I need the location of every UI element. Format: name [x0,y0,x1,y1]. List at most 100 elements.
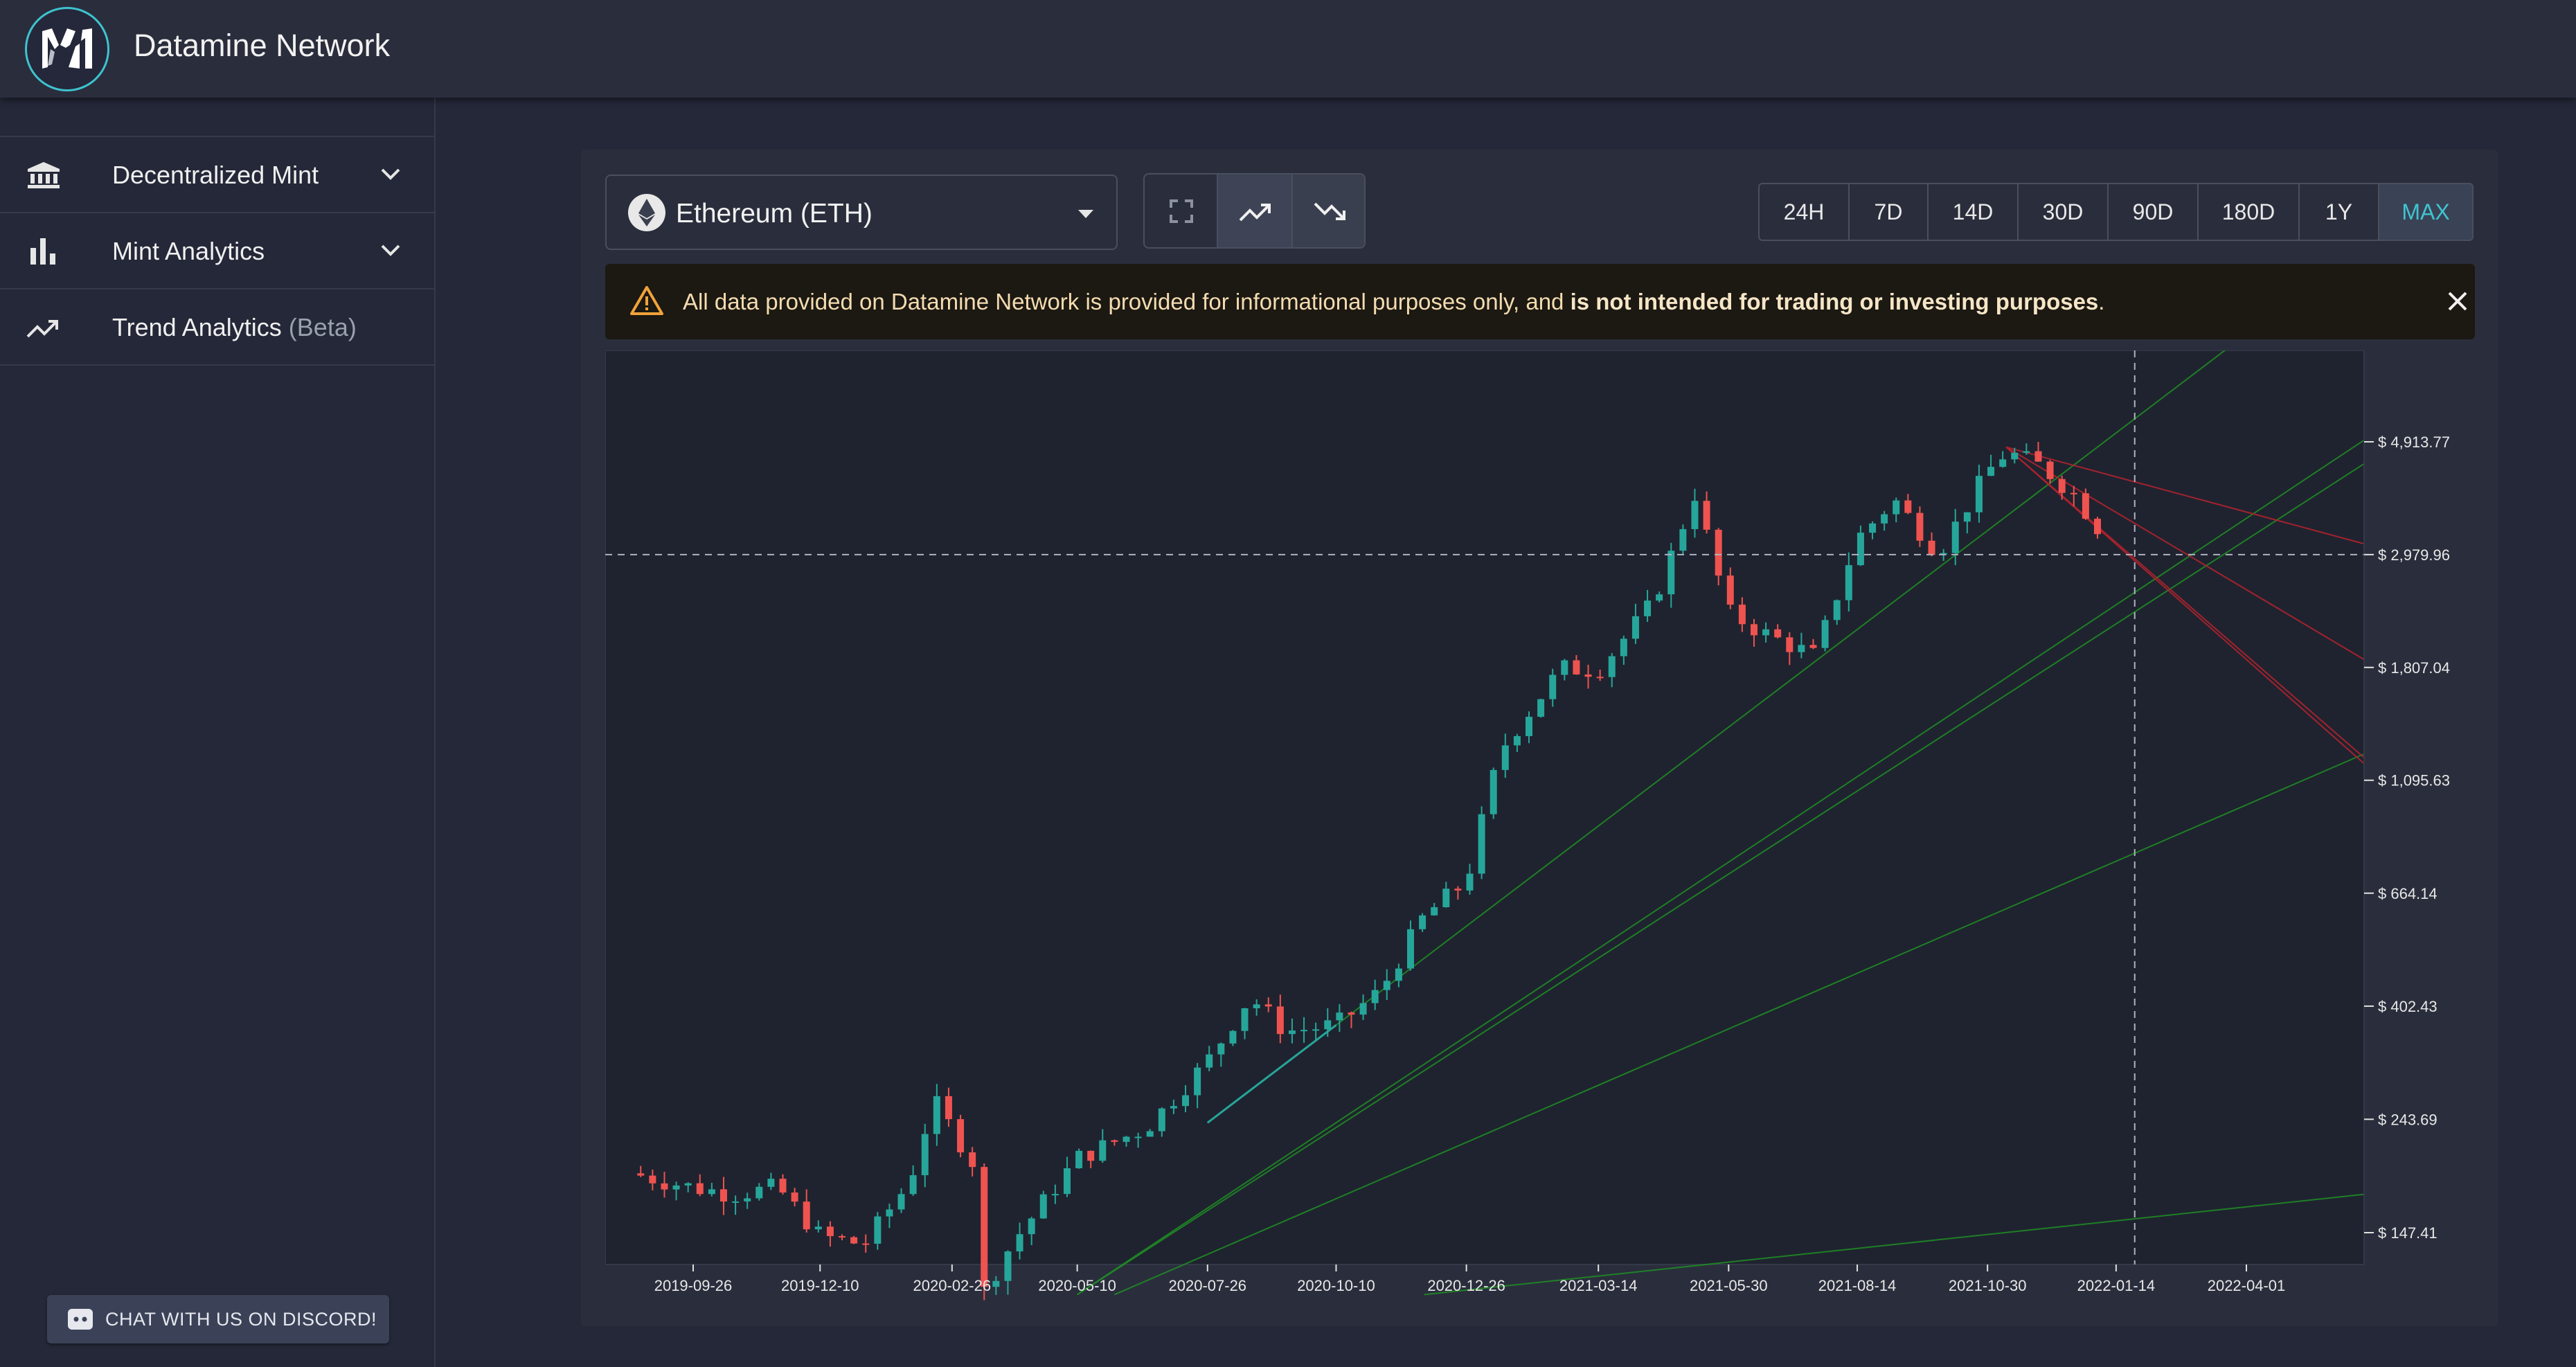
candle [1466,873,1474,891]
x-tick-label: 2019-12-10 [781,1277,859,1294]
candle [1644,600,1652,616]
range-1y-button[interactable]: 1Y [2300,184,2379,240]
candle [1893,500,1900,515]
candle [1004,1251,1012,1281]
candle [1774,629,1782,638]
candle [1928,540,1935,555]
candle [1039,1194,1047,1219]
candle [1146,1131,1154,1137]
candle [862,1243,870,1245]
resistance-line [2005,446,2365,765]
range-24h-button[interactable]: 24H [1760,184,1850,240]
uptrend-button[interactable] [1218,175,1293,247]
chevron-down-icon [381,244,400,256]
discord-icon [68,1309,93,1330]
chart-view-toggle [1143,173,1366,249]
candle [1762,629,1770,636]
asset-select-value: Ethereum (ETH) [676,199,873,229]
candle [1631,616,1639,639]
x-tick-label: 2022-04-01 [2208,1277,2286,1294]
candle [1951,521,1959,553]
candle [826,1226,834,1236]
candle [779,1179,787,1193]
asset-select[interactable]: Ethereum (ETH) [605,175,1118,250]
x-tick-label: 2020-07-26 [1169,1277,1247,1294]
disclaimer-text: All data provided on Datamine Network is… [683,289,2104,315]
candle [1051,1194,1059,1196]
candle [1869,523,1877,533]
sidebar-item-label: Trend Analytics (Beta) [112,313,357,342]
candle [1478,814,1485,874]
candle [2082,493,2089,519]
x-tick-label: 2020-05-10 [1038,1277,1116,1294]
candle [1561,660,1568,675]
discord-chat-button[interactable]: CHAT WITH US ON DISCORD! [47,1295,389,1343]
range-30d-button[interactable]: 30D [2019,184,2109,240]
candle [1726,575,1734,605]
candle [1667,551,1675,595]
warning-icon [630,286,663,315]
fullscreen-button[interactable] [1145,175,1218,247]
candle [1241,1008,1249,1031]
candle [1786,637,1794,652]
candle [637,1173,645,1176]
candle [744,1198,751,1201]
candle [1857,533,1864,566]
datamine-logo[interactable] [25,7,109,91]
active-trendline [1206,1024,1337,1124]
candle [708,1189,715,1195]
candle [2046,461,2054,479]
candle [1904,500,1912,513]
candle [1963,512,1971,522]
close-icon[interactable] [2447,290,2469,312]
trendline-layer [1077,244,2365,1296]
candle [1833,600,1841,620]
candle [1526,717,1533,736]
candle [1406,929,1414,969]
candle [850,1237,858,1244]
support-line [1424,1193,2365,1296]
plot-area [605,350,2365,1265]
disclaimer-prefix: All data provided on Datamine Network is… [683,289,1571,314]
downtrend-button[interactable] [1293,175,1364,247]
x-tick-label: 2020-10-10 [1297,1277,1375,1294]
candle [1288,1030,1296,1035]
candle [1300,1030,1308,1032]
candle [1975,476,1983,512]
candle [992,1280,1000,1287]
candle [1158,1108,1165,1132]
candle [839,1235,846,1238]
candle [1383,981,1390,990]
support-line [1077,463,2365,1296]
candlestick-chart[interactable]: $ 4,913.77 $ 2,979.96 $ 1,807.04 $ 1,095.63… [605,244,2475,1320]
candle [1656,594,1663,601]
candle [1063,1168,1071,1195]
candle-layer [637,442,2101,1301]
sidebar-item-decentralized-mint[interactable]: Decentralized Mint [0,137,436,213]
candle [1111,1140,1118,1142]
candle [1679,529,1687,551]
candle [1549,674,1557,699]
candle [1182,1095,1190,1107]
candle [1845,565,1852,600]
chevron-down-icon [381,168,400,180]
y-tick-label: $ 2,979.96 [2378,546,2450,564]
disclaimer-alert: All data provided on Datamine Network is… [605,264,2475,339]
candle [1264,1004,1272,1007]
candle [897,1194,905,1210]
range-90d-button[interactable]: 90D [2109,184,2199,240]
candle [1513,735,1521,746]
candle [1703,501,1710,530]
candle [1738,605,1746,625]
candle [1324,1020,1332,1030]
candle [696,1183,704,1195]
sidebar-item-trend-analytics[interactable]: Trend Analytics (Beta) [0,289,436,366]
price-chart[interactable]: $ 4,913.77 $ 2,979.96 $ 1,807.04 $ 1,095.63… [605,244,2475,1320]
candle [1016,1234,1023,1252]
range-14d-button[interactable]: 14D [1929,184,2019,240]
range-180d-button[interactable]: 180D [2199,184,2300,240]
range-7d-button[interactable]: 7D [1850,184,1929,240]
app-title: Datamine Network [134,28,391,63]
range-max-button[interactable]: MAX [2379,184,2472,240]
sidebar-item-mint-analytics[interactable]: Mint Analytics [0,213,436,289]
